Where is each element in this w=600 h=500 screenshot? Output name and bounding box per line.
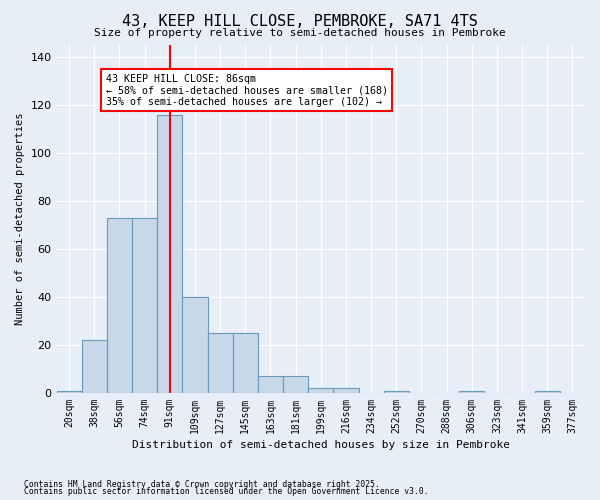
- Bar: [383, 390, 409, 393]
- Bar: [82, 340, 107, 393]
- Bar: [107, 218, 132, 393]
- Bar: [233, 333, 258, 393]
- Bar: [334, 388, 359, 393]
- Text: Contains HM Land Registry data © Crown copyright and database right 2025.: Contains HM Land Registry data © Crown c…: [24, 480, 380, 489]
- Text: 43 KEEP HILL CLOSE: 86sqm
← 58% of semi-detached houses are smaller (168)
35% of: 43 KEEP HILL CLOSE: 86sqm ← 58% of semi-…: [106, 74, 388, 107]
- Bar: [157, 114, 182, 393]
- Text: 43, KEEP HILL CLOSE, PEMBROKE, SA71 4TS: 43, KEEP HILL CLOSE, PEMBROKE, SA71 4TS: [122, 14, 478, 29]
- Bar: [283, 376, 308, 393]
- Y-axis label: Number of semi-detached properties: Number of semi-detached properties: [15, 112, 25, 325]
- X-axis label: Distribution of semi-detached houses by size in Pembroke: Distribution of semi-detached houses by …: [132, 440, 510, 450]
- Bar: [258, 376, 283, 393]
- Bar: [132, 218, 157, 393]
- Bar: [535, 390, 560, 393]
- Bar: [56, 390, 82, 393]
- Bar: [459, 390, 484, 393]
- Bar: [308, 388, 334, 393]
- Bar: [208, 333, 233, 393]
- Text: Size of property relative to semi-detached houses in Pembroke: Size of property relative to semi-detach…: [94, 28, 506, 38]
- Text: Contains public sector information licensed under the Open Government Licence v3: Contains public sector information licen…: [24, 488, 428, 496]
- Bar: [182, 297, 208, 393]
